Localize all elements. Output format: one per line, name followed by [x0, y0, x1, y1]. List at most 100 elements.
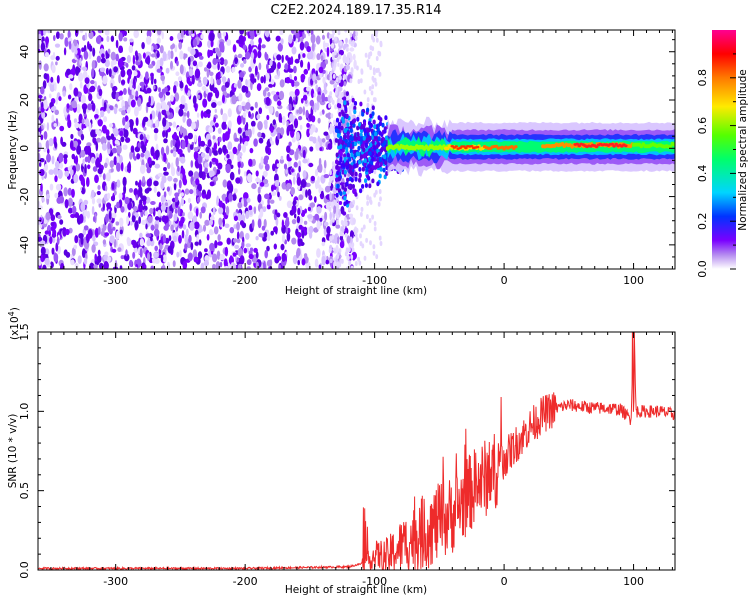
heatmap-cell	[310, 33, 316, 44]
heatmap-cell	[43, 73, 48, 80]
heatmap-cell	[97, 119, 103, 127]
heatmap-cell	[177, 32, 182, 41]
colorbar-ticks: 0.0 0.2 0.4 0.6 0.8	[696, 53, 736, 278]
heatmap-cell	[328, 201, 332, 207]
heatmap-cell	[57, 169, 63, 179]
heatmap-cell	[63, 154, 68, 159]
heatmap-cell	[217, 162, 223, 170]
heatmap-cell	[224, 131, 230, 141]
heatmap-cell	[384, 115, 388, 121]
heatmap-y-tick-label: 0	[18, 145, 31, 152]
heatmap-cell	[306, 46, 312, 53]
heatmap-cell	[38, 60, 42, 70]
heatmap-cell	[116, 145, 122, 154]
heatmap-cell	[231, 94, 237, 105]
heatmap-cell	[46, 30, 52, 34]
heatmap-cell	[172, 150, 177, 158]
heatmap-cell	[369, 240, 372, 246]
heatmap-cell	[204, 248, 208, 253]
heatmap-cell	[262, 206, 267, 213]
heatmap-cell	[124, 115, 129, 122]
heatmap-cell	[314, 79, 318, 84]
heatmap-cell	[203, 67, 208, 72]
heatmap-cell	[239, 220, 245, 226]
heatmap-cell	[244, 124, 248, 132]
heatmap-cell	[233, 224, 237, 229]
heatmap-cell	[278, 90, 285, 100]
heatmap-cell	[203, 259, 209, 267]
heatmap-cell	[286, 232, 291, 242]
heatmap-cell	[153, 127, 159, 134]
heatmap-cell	[111, 182, 115, 190]
heatmap-cell	[225, 163, 231, 174]
heatmap-cell	[343, 73, 346, 79]
heatmap-cell	[239, 255, 245, 265]
heatmap-cell	[74, 263, 79, 269]
heatmap-cell	[89, 262, 95, 269]
heatmap-cell	[302, 53, 306, 58]
heatmap-cell	[111, 147, 118, 154]
heatmap-cell	[318, 66, 324, 74]
heatmap-cell	[54, 175, 58, 183]
heatmap-cell	[175, 157, 179, 168]
heatmap-y-tick-label: -40	[18, 236, 31, 254]
heatmap-cell	[219, 41, 225, 50]
heatmap-cell	[42, 264, 47, 269]
heatmap-cell	[293, 76, 298, 81]
heatmap-cell	[108, 210, 112, 220]
heatmap-cell	[306, 86, 311, 92]
heatmap-cell	[356, 116, 360, 122]
heatmap-cell	[337, 30, 341, 36]
heatmap-cell	[328, 103, 331, 109]
heatmap-cell	[209, 32, 215, 42]
heatmap-cell	[246, 259, 252, 266]
heatmap-cell	[192, 60, 198, 67]
heatmap-cell	[73, 39, 78, 47]
heatmap-cell	[122, 144, 128, 150]
heatmap-cell	[172, 260, 176, 268]
heatmap-cell	[350, 171, 354, 177]
heatmap-cell	[322, 34, 325, 40]
heatmap-cell	[44, 230, 49, 235]
heatmap-cell	[286, 182, 292, 189]
heatmap-cell	[122, 117, 126, 126]
heatmap-cell	[163, 167, 167, 172]
heatmap-cell	[205, 88, 209, 95]
heatmap-cell	[187, 46, 190, 52]
heatmap-cell	[375, 254, 379, 260]
heatmap-cell	[207, 40, 212, 49]
heatmap-cell	[131, 215, 136, 223]
heatmap-cell	[323, 131, 329, 136]
heatmap-cell	[221, 85, 227, 93]
heatmap-cell	[70, 259, 75, 266]
heatmap-cell	[364, 183, 368, 188]
heatmap-cell	[385, 171, 389, 176]
heatmap-cell	[302, 158, 308, 164]
heatmap-cell	[54, 43, 61, 48]
heatmap-cell	[248, 205, 253, 211]
heatmap-cell	[354, 192, 358, 197]
heatmap-cell	[135, 117, 139, 126]
heatmap-cell	[374, 131, 378, 137]
heatmap-cell	[184, 84, 189, 94]
heatmap-cell	[332, 217, 335, 223]
heatmap-cell	[323, 221, 329, 227]
heatmap-cell	[370, 90, 374, 96]
heatmap-cell	[89, 45, 93, 52]
heatmap-cell	[90, 80, 95, 85]
heatmap-cell	[50, 76, 54, 83]
heatmap-cell	[291, 46, 297, 55]
heatmap-cell	[283, 212, 288, 218]
heatmap-cell	[216, 78, 222, 86]
heatmap-cell	[325, 259, 330, 265]
heatmap-cell	[91, 102, 96, 112]
heatmap-cell	[358, 177, 362, 183]
heatmap-cell	[193, 103, 197, 108]
heatmap-cell	[139, 133, 144, 141]
heatmap-cell	[279, 79, 285, 88]
heatmap-cell	[346, 122, 350, 128]
heatmap-cell	[69, 140, 74, 150]
heatmap-cell	[196, 196, 201, 203]
heatmap-cell	[263, 260, 266, 269]
heatmap-cell	[189, 189, 194, 195]
